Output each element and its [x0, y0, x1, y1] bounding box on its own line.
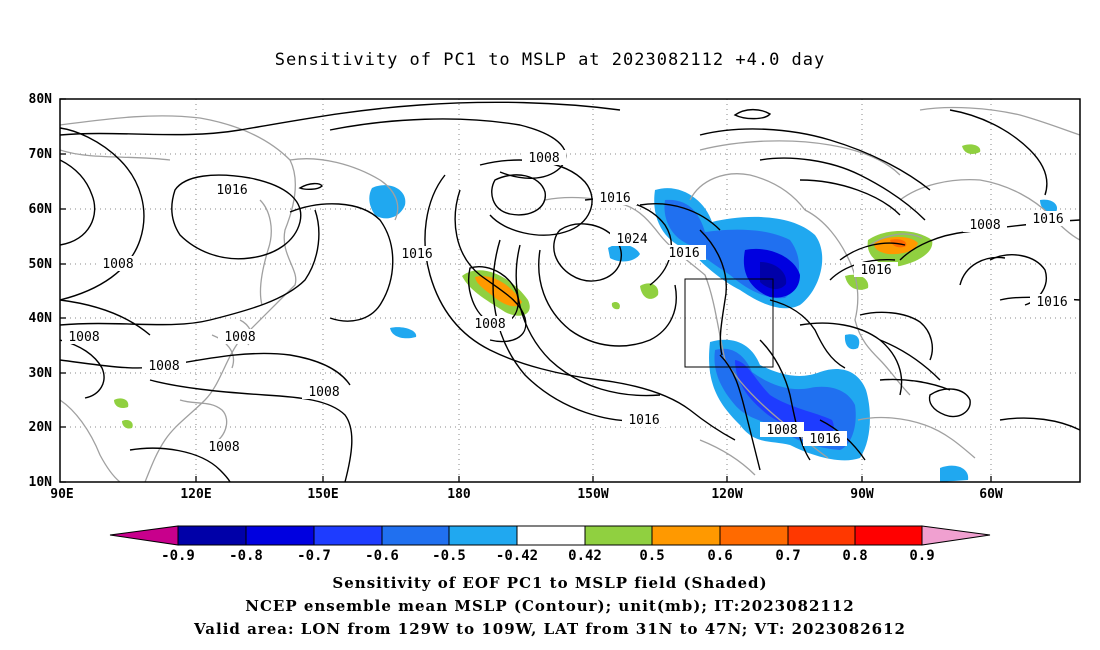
svg-text:1008: 1008: [208, 440, 239, 455]
colorbar-label: 0.42: [568, 548, 602, 564]
lon-label: 90W: [850, 487, 874, 502]
colorbar-label: -0.42: [496, 548, 538, 564]
map-frame: [59, 98, 1081, 483]
svg-text:1016: 1016: [860, 263, 891, 278]
contour-label: 1016: [395, 246, 439, 262]
colorbar-label: -0.8: [229, 548, 263, 564]
contour-label: 1016: [593, 190, 637, 206]
svg-text:1008: 1008: [308, 385, 339, 400]
colorbar-segment: [313, 525, 383, 546]
contour-label: 1016: [622, 412, 666, 428]
svg-text:1016: 1016: [1036, 295, 1067, 310]
contour-label: 1008: [96, 256, 140, 272]
colorbar-triangle-right: [921, 525, 991, 546]
svg-text:1008: 1008: [528, 151, 559, 166]
contour-label: 1016: [662, 245, 706, 261]
contour-label: 1008: [468, 316, 512, 332]
svg-text:1008: 1008: [68, 330, 99, 345]
lat-label: 80N: [29, 92, 53, 107]
lon-label: 120E: [180, 487, 211, 502]
contour-label: 1024: [610, 231, 654, 247]
colorbar-segment: [516, 525, 586, 546]
lat-label: 20N: [29, 420, 53, 435]
lat-label: 30N: [29, 366, 53, 381]
lon-label: 150E: [307, 487, 338, 502]
contour-label: 1008: [202, 439, 246, 455]
colorbar-segment: [245, 525, 315, 546]
colorbar-segment: [448, 525, 518, 546]
contour-label: 1008: [218, 329, 262, 345]
colorbar-labels: -0.9 -0.8 -0.7 -0.6 -0.5 -0.42 0.42 0.5 …: [161, 548, 935, 564]
colorbar-label: 0.5: [639, 548, 664, 564]
contour-label: 1016: [854, 262, 898, 278]
colorbar-segment: [177, 525, 247, 546]
lon-label: 90E: [50, 487, 73, 502]
svg-text:1016: 1016: [809, 432, 840, 447]
colorbar-segment: [584, 525, 653, 546]
axis-ticks: [60, 98, 992, 483]
contour-label-layer: 1008 1016 1008 1016 1024 1016 1016 1008 …: [62, 150, 1074, 455]
latitude-labels: 80N 70N 60N 50N 40N 30N 20N 10N: [29, 92, 53, 490]
colorbar-label: 0.9: [909, 548, 934, 564]
caption-valid-area: Valid area: LON from 129W to 109W, LAT f…: [194, 620, 906, 638]
valid-area-box: [684, 278, 774, 368]
lon-label: 60W: [979, 487, 1003, 502]
svg-text:1016: 1016: [628, 413, 659, 428]
svg-text:1008: 1008: [102, 257, 133, 272]
contour-label: 1008: [62, 329, 106, 345]
colorbar-label: -0.9: [161, 548, 195, 564]
longitude-labels: 90E 120E 150E 180 150W 120W 90W 60W: [50, 487, 1003, 502]
colorbar-segment: [719, 525, 789, 546]
svg-text:1008: 1008: [224, 330, 255, 345]
colorbar-label: -0.5: [432, 548, 466, 564]
contour-label: 1016: [210, 182, 254, 198]
contour-label: 1016: [1030, 294, 1074, 310]
sensitivity-shading: [114, 144, 1058, 482]
contour-label: 1008: [142, 358, 186, 374]
svg-text:1008: 1008: [766, 423, 797, 438]
svg-text:1016: 1016: [599, 191, 630, 206]
lat-label: 10N: [29, 475, 53, 490]
graticule: [60, 99, 1080, 482]
colorbar-segment: [787, 525, 856, 546]
colorbar-segment: [651, 525, 721, 546]
contour-label: 1016: [1026, 211, 1070, 227]
contour-label: 1008: [302, 384, 346, 400]
contour-label: 1016: [803, 431, 847, 447]
colorbar-label: 0.8: [842, 548, 867, 564]
caption-shading: Sensitivity of EOF PC1 to MSLP field (Sh…: [332, 574, 768, 592]
colorbar-label: -0.7: [297, 548, 331, 564]
svg-text:1016: 1016: [216, 183, 247, 198]
svg-text:1024: 1024: [616, 232, 647, 247]
lat-label: 40N: [29, 311, 53, 326]
lon-label: 150W: [577, 487, 608, 502]
svg-text:1016: 1016: [668, 246, 699, 261]
colorbar-triangle-left: [109, 525, 179, 546]
coastlines: [60, 106, 1080, 482]
map-area: [60, 99, 1080, 482]
lat-label: 50N: [29, 257, 53, 272]
svg-text:1008: 1008: [148, 359, 179, 374]
lon-label: 120W: [711, 487, 742, 502]
lat-label: 70N: [29, 147, 53, 162]
svg-text:1016: 1016: [1032, 212, 1063, 227]
contour-label: 1008: [760, 422, 804, 438]
plot-title: Sensitivity of PC1 to MSLP at 2023082112…: [274, 50, 826, 70]
colorbar-segment: [381, 525, 450, 546]
lon-label: 180: [447, 487, 471, 502]
colorbar-label: -0.6: [365, 548, 399, 564]
colorbar-label: 0.6: [707, 548, 732, 564]
lat-label: 60N: [29, 202, 53, 217]
colorbar-segment: [854, 525, 923, 546]
svg-text:1008: 1008: [969, 218, 1000, 233]
svg-text:1016: 1016: [401, 247, 432, 262]
contour-label: 1008: [522, 150, 566, 166]
contour-label: 1008: [963, 217, 1007, 233]
mslp-contours: [60, 101, 1080, 482]
caption-contour: NCEP ensemble mean MSLP (Contour); unit(…: [245, 597, 855, 615]
colorbar: [109, 525, 991, 546]
svg-text:1008: 1008: [474, 317, 505, 332]
colorbar-label: 0.7: [775, 548, 800, 564]
